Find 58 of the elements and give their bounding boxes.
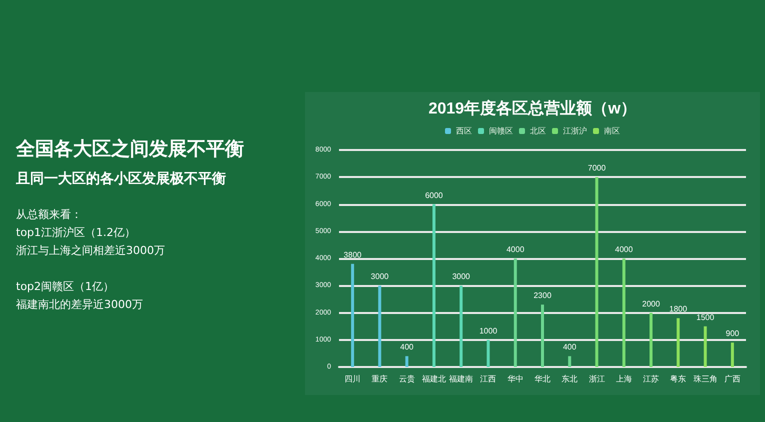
legend-label: 闽赣区: [489, 126, 513, 136]
data-label: 7000: [588, 164, 606, 173]
data-label: 2300: [534, 291, 552, 300]
data-label: 1800: [669, 304, 688, 314]
x-tick-label: 华北: [534, 374, 550, 384]
data-label: 1000: [479, 326, 498, 336]
bar: [486, 340, 490, 367]
x-tick-label: 粤东: [670, 374, 686, 384]
bar: [432, 204, 436, 367]
text: 全国各大区之间发展不平衡: [16, 137, 245, 162]
x-tick-label: 江西: [480, 374, 496, 384]
x-tick-label: 上海: [616, 374, 632, 384]
bar: [568, 356, 572, 367]
x-tick-label: 东北: [562, 374, 578, 384]
bar: [676, 318, 680, 367]
text: 福建南北的差异近3000万: [16, 297, 144, 313]
data-label: 3000: [452, 272, 471, 282]
x-tick-label: 福建北: [422, 374, 446, 384]
x-tick-label: 重庆: [372, 374, 388, 384]
x-tick-label: 四川: [344, 374, 361, 384]
x-tick-label: 珠三角: [693, 374, 718, 384]
x-tick-label: 广西: [724, 374, 740, 384]
text: 浙江与上海之间相差近3000万: [16, 243, 166, 259]
bar: [730, 342, 734, 367]
bar: [595, 177, 598, 367]
bar: [514, 258, 517, 367]
data-label: 4000: [615, 245, 634, 254]
text: top1江浙沪区（1.2亿）: [16, 225, 137, 241]
bar: [650, 312, 653, 367]
legend-label: 南区: [604, 126, 620, 136]
data-label: 2000: [642, 299, 660, 308]
bar: [351, 264, 354, 367]
data-label: 1500: [696, 312, 715, 322]
legend-label: 江浙沪: [563, 126, 587, 136]
bar: [405, 356, 408, 367]
legend-label: 西区: [456, 126, 472, 136]
bar: [460, 286, 463, 367]
text: 从总额来看：: [16, 207, 83, 223]
x-tick-label: 云贵: [398, 374, 415, 384]
data-label: 3800: [344, 250, 362, 260]
x-tick-label: 华中: [507, 374, 524, 384]
data-label: 900: [726, 329, 740, 338]
data-label: 6000: [425, 190, 444, 200]
x-tick-label: 福建南: [449, 374, 474, 384]
bar: [622, 258, 626, 367]
data-label: 400: [400, 342, 414, 352]
bar: [378, 286, 382, 367]
bar: [704, 326, 707, 367]
data-label: 3000: [370, 272, 390, 282]
bar: [541, 304, 544, 367]
x-tick-label: 江苏: [643, 374, 660, 384]
legend-label: 北区: [530, 126, 546, 136]
data-label: 400: [562, 342, 577, 352]
chart-title: 2019年度各区总营业额（w）: [428, 98, 637, 118]
x-tick-label: 浙江: [588, 374, 605, 384]
text: top2闽赣区（1亿）: [16, 279, 116, 295]
text: 且同一大区的各小区发展极不平衡: [16, 170, 227, 188]
data-label: 4000: [506, 245, 525, 254]
